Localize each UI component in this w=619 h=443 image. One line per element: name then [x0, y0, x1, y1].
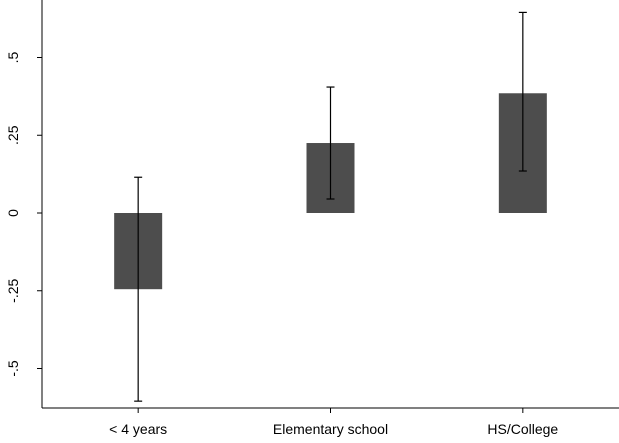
- y-tick-label: 0: [5, 209, 21, 217]
- axis-ticks: .5 .25 0 -.25 -.5 < 4 years Elementary school H…: [5, 51, 558, 437]
- x-tick-label: HS/College: [487, 421, 558, 437]
- x-tick-label: Elementary school: [273, 421, 388, 437]
- y-tick-label: .25: [5, 125, 21, 145]
- y-tick-label: -.5: [5, 360, 21, 377]
- y-tick-label: -.25: [5, 278, 21, 302]
- error-bars-group: [134, 11, 527, 402]
- x-tick-label: < 4 years: [109, 421, 167, 437]
- y-tick-label: .5: [5, 51, 21, 63]
